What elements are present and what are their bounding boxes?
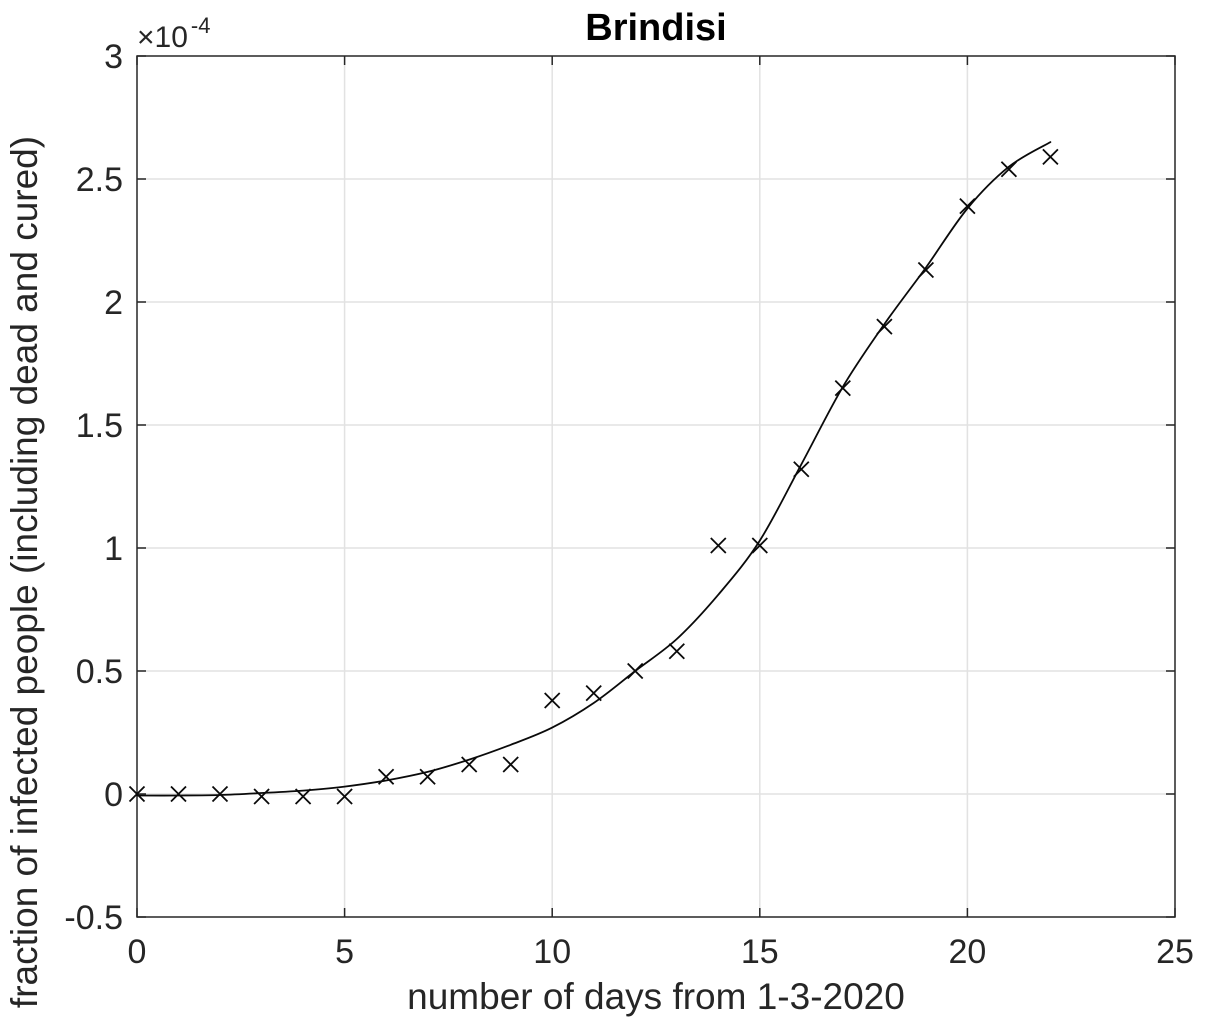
y-axis-label: fraction of infected people (including d… bbox=[4, 136, 45, 1008]
y-tick-label: 3 bbox=[104, 38, 123, 76]
x-tick-label: 25 bbox=[1156, 933, 1194, 971]
y-tick-label: 2.5 bbox=[76, 161, 123, 199]
observed-data-marker bbox=[211, 785, 229, 803]
y-tick-label: 0 bbox=[104, 776, 123, 814]
observed-data-marker bbox=[128, 785, 146, 803]
x-tick-label: 0 bbox=[128, 933, 147, 971]
y-tick-label: 1 bbox=[104, 530, 123, 568]
observed-data-marker bbox=[751, 537, 768, 554]
observed-data-marker bbox=[170, 785, 187, 803]
y-tick-label: 2 bbox=[104, 284, 123, 322]
observed-data-marker bbox=[585, 684, 602, 702]
tick-labels-layer: 0 5 10 15 20 25-0.500.511.522.53 bbox=[64, 38, 1194, 971]
observed-data-marker bbox=[253, 788, 270, 805]
x-tick-label: 5 bbox=[335, 933, 354, 971]
y-tick-label: 1.5 bbox=[76, 407, 123, 445]
x-axis-label: number of days from 1-3-2020 bbox=[407, 976, 905, 1017]
x-tick-label: 15 bbox=[741, 933, 779, 971]
series-layer bbox=[128, 141, 1059, 805]
observed-data-marker bbox=[544, 692, 561, 709]
observed-data-marker bbox=[1042, 148, 1059, 166]
observed-data-marker bbox=[419, 768, 436, 785]
scale-exponent: -4 bbox=[191, 13, 211, 38]
chart-title: Brindisi bbox=[585, 7, 726, 49]
fitted-curve bbox=[136, 141, 1052, 797]
observed-data-marker bbox=[336, 788, 353, 805]
grid-layer bbox=[137, 56, 1175, 917]
x-tick-label: 10 bbox=[533, 933, 571, 971]
scale-prefix: ×10 bbox=[137, 21, 188, 54]
y-axis-scale-label: ×10 -4 bbox=[137, 13, 210, 54]
observed-data-marker bbox=[668, 643, 685, 660]
x-tick-label: 20 bbox=[948, 933, 986, 971]
y-tick-label: 0.5 bbox=[76, 653, 123, 691]
observed-data-marker bbox=[710, 537, 727, 554]
tick-layer bbox=[136, 55, 1176, 918]
observed-data-marker bbox=[502, 756, 519, 773]
observed-data-marker bbox=[461, 756, 478, 773]
axes-box bbox=[136, 55, 1176, 918]
observed-data-marker bbox=[1000, 161, 1018, 178]
y-tick-label: -0.5 bbox=[64, 899, 123, 937]
observed-data-marker bbox=[959, 197, 976, 215]
